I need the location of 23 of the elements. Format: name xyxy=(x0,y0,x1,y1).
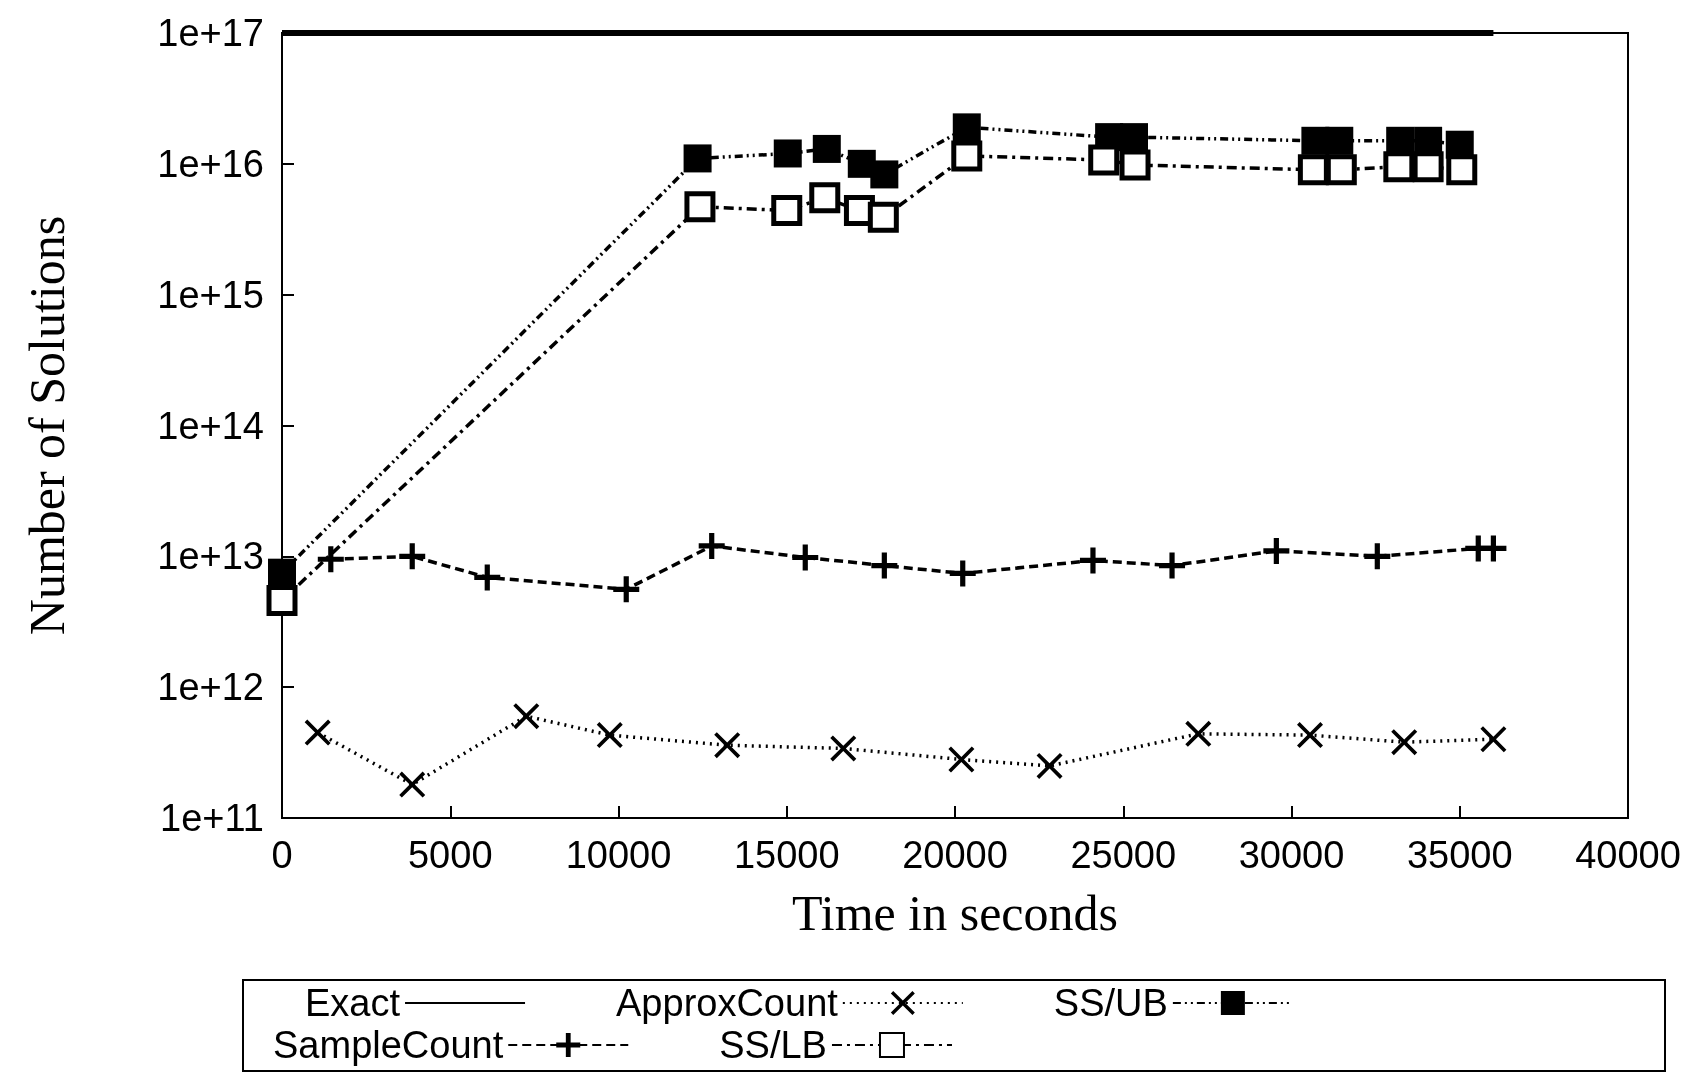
y-tick-label: 1e+13 xyxy=(157,535,264,578)
x-tick-label: 40000 xyxy=(1575,834,1681,876)
x-tick-label: 5000 xyxy=(407,834,493,876)
x-tick-label: 15000 xyxy=(733,834,840,876)
x-axis-title: Time in seconds xyxy=(792,885,1118,941)
y-axis-title: Number of Solutions xyxy=(19,215,75,636)
y-tick-label: 1e+15 xyxy=(157,273,264,316)
x-tick-label: 20000 xyxy=(902,834,1008,876)
x-tick-label: 0 xyxy=(271,834,293,876)
legend-label: Exact xyxy=(304,982,401,1024)
x-tick-label: 10000 xyxy=(565,834,672,876)
y-tick-label: 1e+16 xyxy=(157,142,264,185)
legend-label: ApproxCount xyxy=(616,982,839,1024)
legend-label: SS/LB xyxy=(719,1024,827,1066)
x-tick-label: 25000 xyxy=(1070,834,1177,876)
legend-label: SS/UB xyxy=(1053,982,1168,1024)
y-tick-label: 1e+17 xyxy=(157,12,264,54)
y-tick-label: 1e+12 xyxy=(157,666,264,709)
x-tick-label: 35000 xyxy=(1406,834,1513,876)
legend-label: SampleCount xyxy=(273,1024,504,1066)
x-tick-label: 30000 xyxy=(1238,834,1345,876)
y-tick-label: 1e+11 xyxy=(160,797,264,839)
y-tick-label: 1e+14 xyxy=(157,404,264,447)
